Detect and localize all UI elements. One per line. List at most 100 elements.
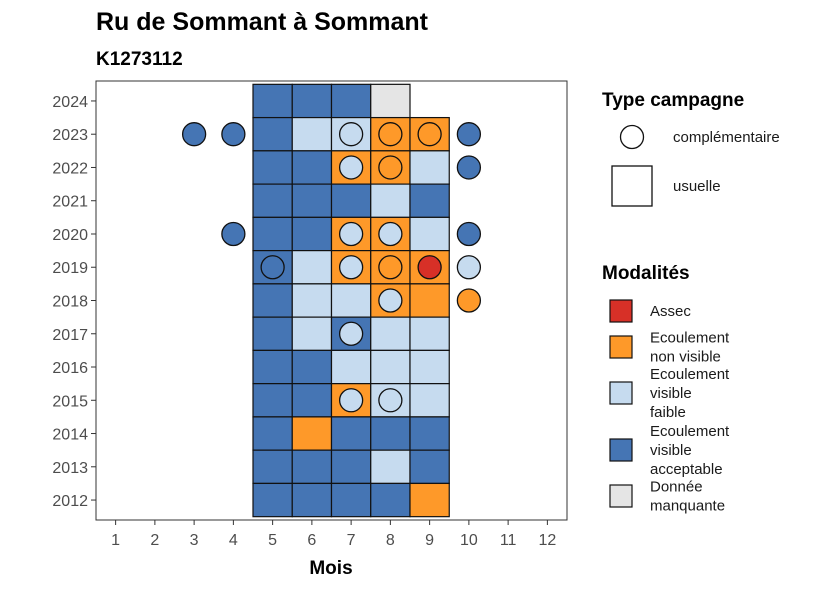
legend-type-title: Type campagne xyxy=(602,90,744,111)
point-2023-8 xyxy=(378,122,403,147)
legend-modalite-label: Ecoulement visible faible xyxy=(650,366,730,421)
point-2019-7 xyxy=(338,255,364,280)
cell-2017-6 xyxy=(291,316,333,351)
point-2022-10 xyxy=(456,155,482,180)
point-2023-7 xyxy=(338,122,364,147)
point-2020-7 xyxy=(338,221,364,247)
point-2023-3 xyxy=(181,122,207,147)
point-2015-8 xyxy=(378,388,403,413)
y-tick-label: 2021 xyxy=(52,194,88,211)
legend-swatch xyxy=(609,438,633,462)
legend-modalite-label: Ecoulement visible acceptable xyxy=(650,423,730,478)
cell-2018-6 xyxy=(291,283,333,318)
cell-2024-6 xyxy=(291,83,333,119)
cell-2015-5 xyxy=(252,383,293,418)
legend-type-label: usuelle xyxy=(673,178,721,195)
cell-2012-6 xyxy=(291,482,333,518)
point-2020-8 xyxy=(378,221,403,247)
cell-2021-9 xyxy=(409,183,450,218)
x-tick-label: 7 xyxy=(347,532,356,549)
point-2018-8 xyxy=(378,288,403,313)
x-axis: 1 2 3 4 5 6 7 8 9 10 11 12 xyxy=(111,520,556,549)
cell-2014-7 xyxy=(330,416,372,451)
x-tick-label: 12 xyxy=(538,532,556,549)
y-tick-label: 2023 xyxy=(52,127,88,144)
cell-2016-6 xyxy=(291,349,333,385)
cell-2021-7 xyxy=(330,183,372,218)
cell-2014-5 xyxy=(252,416,293,451)
legend-modalite-label: Ecoulement non visible xyxy=(650,330,730,366)
point-2023-10 xyxy=(456,122,482,147)
complementaire-points xyxy=(181,122,482,413)
point-2022-8 xyxy=(378,155,403,180)
x-tick-label: 4 xyxy=(229,532,238,549)
legend-swatch xyxy=(609,335,633,359)
cell-2016-9 xyxy=(409,349,450,385)
y-tick-label: 2022 xyxy=(52,160,88,177)
usuelle-cells xyxy=(252,83,450,518)
cell-2016-5 xyxy=(252,349,293,385)
cell-2024-8 xyxy=(370,83,411,119)
cell-2022-5 xyxy=(252,150,293,185)
legend-modalite-label: Donnée manquante xyxy=(650,479,725,515)
cell-2022-6 xyxy=(291,150,333,185)
cell-2015-6 xyxy=(291,383,333,418)
legend-modalites-title: Modalités xyxy=(602,263,690,284)
x-tick-label: 9 xyxy=(425,532,434,549)
chart-title: Ru de Sommant à Sommant xyxy=(96,8,429,36)
point-2019-9 xyxy=(417,255,442,280)
y-tick-label: 2020 xyxy=(52,227,88,244)
cell-2024-5 xyxy=(252,83,293,119)
cell-2023-5 xyxy=(252,116,293,152)
point-2019-5 xyxy=(260,255,285,280)
x-tick-label: 1 xyxy=(111,532,120,549)
y-tick-label: 2013 xyxy=(52,460,88,477)
legend-square-key xyxy=(611,165,653,207)
legend: Type campagne complémentaire usuelle Moda… xyxy=(602,90,780,515)
cell-2017-8 xyxy=(370,316,411,351)
point-2023-9 xyxy=(417,122,442,147)
cell-2021-8 xyxy=(370,183,411,218)
cell-2013-5 xyxy=(252,449,293,485)
point-2015-7 xyxy=(338,388,364,413)
cell-2013-9 xyxy=(409,449,450,485)
cell-2015-9 xyxy=(409,383,450,418)
y-tick-label: 2012 xyxy=(52,493,88,510)
legend-swatch xyxy=(609,484,633,508)
y-tick-label: 2016 xyxy=(52,360,88,377)
y-tick-label: 2019 xyxy=(52,260,88,277)
cell-2012-8 xyxy=(370,482,411,518)
legend-swatch xyxy=(609,299,633,323)
x-tick-label: 2 xyxy=(150,532,159,549)
cell-2018-7 xyxy=(330,283,372,318)
cell-2023-6 xyxy=(291,116,333,152)
point-2018-10 xyxy=(456,288,482,313)
point-2023-4 xyxy=(221,122,246,147)
cell-2017-5 xyxy=(252,316,293,351)
cell-2013-6 xyxy=(291,449,333,485)
cell-2017-9 xyxy=(409,316,450,351)
cell-2020-5 xyxy=(252,216,293,252)
y-tick-label: 2018 xyxy=(52,294,88,311)
cell-2013-8 xyxy=(370,449,411,485)
cell-2018-9 xyxy=(409,283,450,318)
x-tick-label: 10 xyxy=(460,532,478,549)
legend-modalite-label: Assec xyxy=(650,303,691,320)
cell-2012-5 xyxy=(252,482,293,518)
legend-swatch xyxy=(609,381,633,405)
cell-2024-7 xyxy=(330,83,372,119)
point-2020-4 xyxy=(221,221,246,247)
y-tick-label: 2017 xyxy=(52,327,88,344)
cell-2022-9 xyxy=(409,150,450,185)
cell-2014-9 xyxy=(409,416,450,451)
x-tick-label: 3 xyxy=(190,532,199,549)
cell-2016-8 xyxy=(370,349,411,385)
chart-subtitle: K1273112 xyxy=(96,49,183,70)
cell-2016-7 xyxy=(330,349,372,385)
cell-2021-5 xyxy=(252,183,293,218)
cell-2012-9 xyxy=(409,482,450,518)
cell-2014-6 xyxy=(291,416,333,451)
legend-circle-key xyxy=(619,124,645,150)
cell-2020-6 xyxy=(291,216,333,252)
